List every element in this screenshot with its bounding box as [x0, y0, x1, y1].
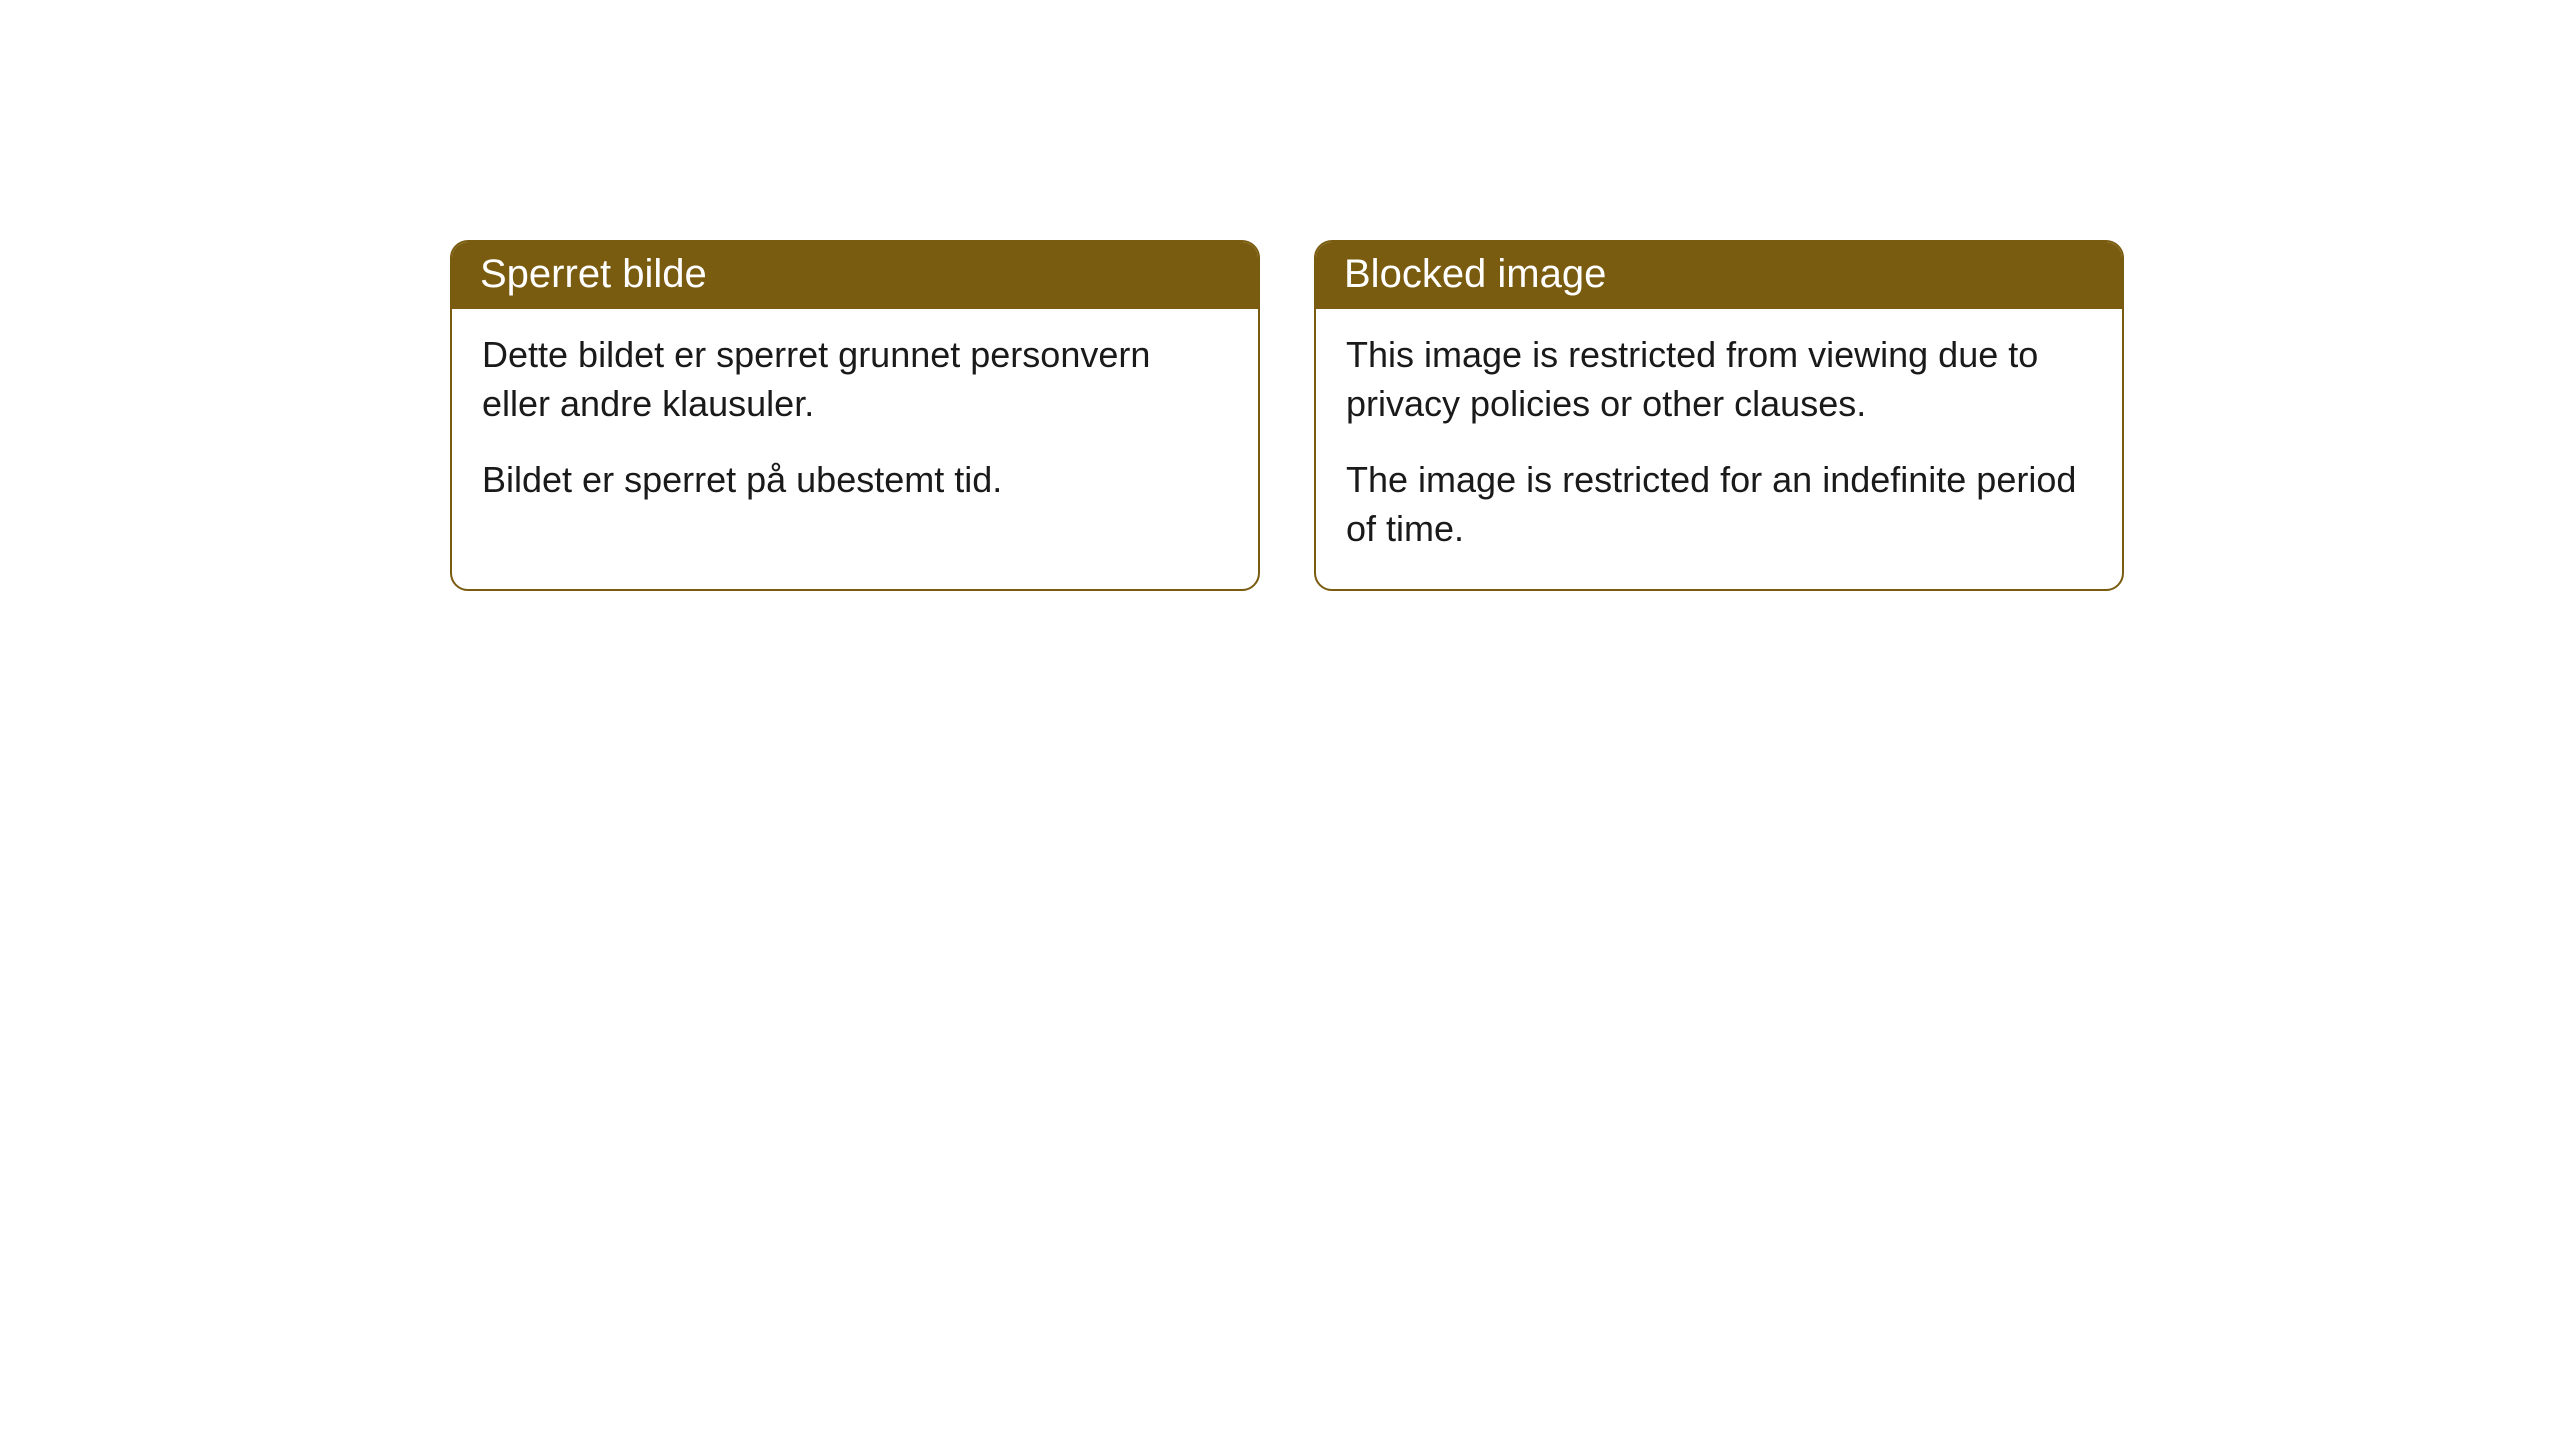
card-paragraph-no-1: Dette bildet er sperret grunnet personve… — [482, 331, 1228, 428]
card-paragraph-en-2: The image is restricted for an indefinit… — [1346, 456, 2092, 553]
card-paragraph-no-2: Bildet er sperret på ubestemt tid. — [482, 456, 1228, 505]
cards-container: Sperret bilde Dette bildet er sperret gr… — [450, 240, 2560, 591]
blocked-image-card-en: Blocked image This image is restricted f… — [1314, 240, 2124, 591]
card-body-no: Dette bildet er sperret grunnet personve… — [452, 309, 1258, 541]
card-body-en: This image is restricted from viewing du… — [1316, 309, 2122, 589]
blocked-image-card-no: Sperret bilde Dette bildet er sperret gr… — [450, 240, 1260, 591]
card-header-en: Blocked image — [1316, 242, 2122, 309]
card-paragraph-en-1: This image is restricted from viewing du… — [1346, 331, 2092, 428]
card-header-no: Sperret bilde — [452, 242, 1258, 309]
